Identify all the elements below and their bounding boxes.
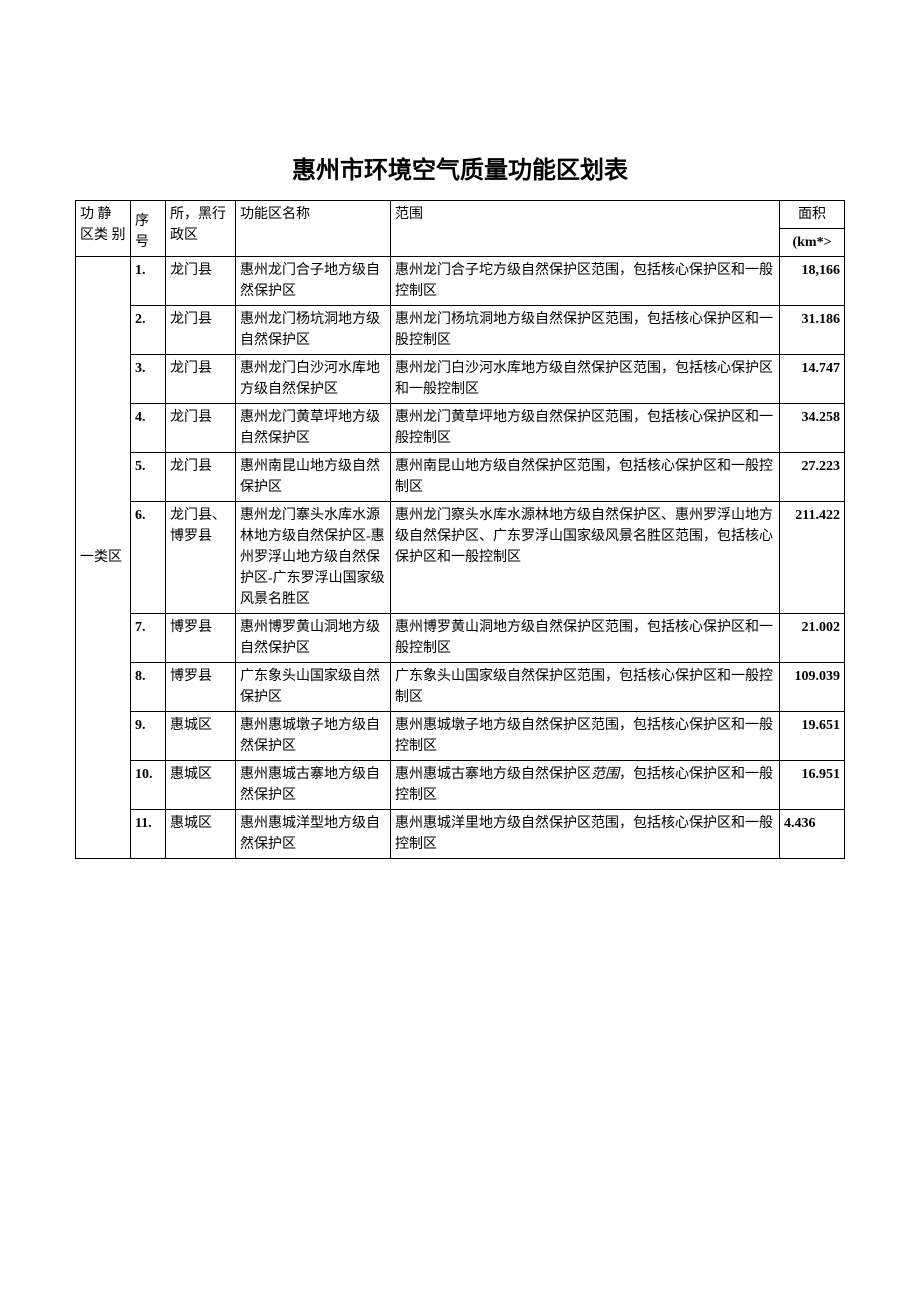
seq-cell: 4. bbox=[131, 404, 166, 453]
name-cell: 惠州南昆山地方级自然保护区 bbox=[236, 453, 391, 502]
district-cell: 龙门县 bbox=[166, 404, 236, 453]
district-cell: 惠城区 bbox=[166, 761, 236, 810]
scope-cell: 惠州南昆山地方级自然保护区范围，包括核心保护区和一般控制区 bbox=[391, 453, 780, 502]
district-cell: 龙门县、博罗县 bbox=[166, 502, 236, 614]
area-cell: 27.223 bbox=[780, 453, 845, 502]
header-area-unit: (km*> bbox=[780, 229, 845, 257]
area-cell: 19.651 bbox=[780, 712, 845, 761]
seq-cell: 6. bbox=[131, 502, 166, 614]
header-name: 功能区名称 bbox=[236, 201, 391, 257]
area-cell: 14.747 bbox=[780, 355, 845, 404]
seq-cell: 5. bbox=[131, 453, 166, 502]
area-cell: 31.186 bbox=[780, 306, 845, 355]
seq-cell: 7. bbox=[131, 614, 166, 663]
district-cell: 龙门县 bbox=[166, 355, 236, 404]
table-row: 3. 龙门县 惠州龙门白沙河水库地方级自然保护区 惠州龙门白沙河水库地方级自然保… bbox=[76, 355, 845, 404]
scope-text: 惠州惠城古寨地方级自然保护区 bbox=[395, 767, 591, 782]
scope-text-italic: 范围 bbox=[591, 767, 619, 782]
name-cell: 惠州惠城古寨地方级自然保护区 bbox=[236, 761, 391, 810]
district-cell: 惠城区 bbox=[166, 712, 236, 761]
name-cell: 广东象头山国家级自然保护区 bbox=[236, 663, 391, 712]
header-district: 所，黑行政区 bbox=[166, 201, 236, 257]
seq-cell: 2. bbox=[131, 306, 166, 355]
table-row: 6. 龙门县、博罗县 惠州龙门寨头水库水源林地方级自然保护区-惠州罗浮山地方级自… bbox=[76, 502, 845, 614]
area-cell: 16.951 bbox=[780, 761, 845, 810]
header-scope: 范围 bbox=[391, 201, 780, 257]
scope-cell: 惠州龙门合子坨方级自然保护区范围，包括核心保护区和一般控制区 bbox=[391, 257, 780, 306]
area-cell: 34.258 bbox=[780, 404, 845, 453]
table-row: 8. 博罗县 广东象头山国家级自然保护区 广东象头山国家级自然保护区范围，包括核… bbox=[76, 663, 845, 712]
name-cell: 惠州龙门白沙河水库地方级自然保护区 bbox=[236, 355, 391, 404]
table-row: 9. 惠城区 惠州惠城墩子地方级自然保护区 惠州惠城墩子地方级自然保护区范围，包… bbox=[76, 712, 845, 761]
name-cell: 惠州龙门合子地方级自然保护区 bbox=[236, 257, 391, 306]
district-cell: 龙门县 bbox=[166, 306, 236, 355]
header-area: 面积 bbox=[780, 201, 845, 229]
scope-cell: 惠州惠城洋里地方级自然保护区范围，包括核心保护区和一般控制区 bbox=[391, 810, 780, 859]
table-header-row: 功 静 区类 别 序号 所，黑行政区 功能区名称 范围 面积 bbox=[76, 201, 845, 229]
name-cell: 惠州惠城墩子地方级自然保护区 bbox=[236, 712, 391, 761]
district-cell: 龙门县 bbox=[166, 453, 236, 502]
area-cell: 211.422 bbox=[780, 502, 845, 614]
area-cell: 109.039 bbox=[780, 663, 845, 712]
table-row: 2. 龙门县 惠州龙门杨坑洞地方级自然保护区 惠州龙门杨坑洞地方级自然保护区范围… bbox=[76, 306, 845, 355]
header-category: 功 静 区类 别 bbox=[76, 201, 131, 257]
seq-cell: 8. bbox=[131, 663, 166, 712]
seq-cell: 3. bbox=[131, 355, 166, 404]
district-cell: 博罗县 bbox=[166, 614, 236, 663]
name-cell: 惠州博罗黄山洞地方级自然保护区 bbox=[236, 614, 391, 663]
table-row: 5. 龙门县 惠州南昆山地方级自然保护区 惠州南昆山地方级自然保护区范围，包括核… bbox=[76, 453, 845, 502]
table-row: 4. 龙门县 惠州龙门黄草坪地方级自然保护区 惠州龙门黄草坪地方级自然保护区范围… bbox=[76, 404, 845, 453]
district-cell: 博罗县 bbox=[166, 663, 236, 712]
district-cell: 惠城区 bbox=[166, 810, 236, 859]
area-cell: 21.002 bbox=[780, 614, 845, 663]
seq-cell: 10. bbox=[131, 761, 166, 810]
page-title: 惠州市环境空气质量功能区划表 bbox=[75, 150, 845, 185]
scope-cell: 惠州博罗黄山洞地方级自然保护区范围，包括核心保护区和一般控制区 bbox=[391, 614, 780, 663]
table-row: 10. 惠城区 惠州惠城古寨地方级自然保护区 惠州惠城古寨地方级自然保护区范围，… bbox=[76, 761, 845, 810]
name-cell: 惠州龙门黄草坪地方级自然保护区 bbox=[236, 404, 391, 453]
header-seq: 序号 bbox=[131, 201, 166, 257]
name-cell: 惠州龙门杨坑洞地方级自然保护区 bbox=[236, 306, 391, 355]
table-row: 11. 惠城区 惠州惠城洋型地方级自然保护区 惠州惠城洋里地方级自然保护区范围，… bbox=[76, 810, 845, 859]
seq-cell: 9. bbox=[131, 712, 166, 761]
scope-cell: 惠州龙门察头水库水源林地方级自然保护区、惠州罗浮山地方级自然保护区、广东罗浮山国… bbox=[391, 502, 780, 614]
area-cell: 4.436 bbox=[780, 810, 845, 859]
seq-cell: 1. bbox=[131, 257, 166, 306]
seq-cell: 11. bbox=[131, 810, 166, 859]
table-row: 一类区 1. 龙门县 惠州龙门合子地方级自然保护区 惠州龙门合子坨方级自然保护区… bbox=[76, 257, 845, 306]
district-cell: 龙门县 bbox=[166, 257, 236, 306]
scope-cell: 惠州龙门白沙河水库地方级自然保护区范围，包括核心保护区和一般控制区 bbox=[391, 355, 780, 404]
table-row: 7. 博罗县 惠州博罗黄山洞地方级自然保护区 惠州博罗黄山洞地方级自然保护区范围… bbox=[76, 614, 845, 663]
scope-cell: 惠州惠城古寨地方级自然保护区范围，包括核心保护区和一般控制区 bbox=[391, 761, 780, 810]
name-cell: 惠州惠城洋型地方级自然保护区 bbox=[236, 810, 391, 859]
scope-cell: 惠州龙门杨坑洞地方级自然保护区范围，包括核心保护区和一股控制区 bbox=[391, 306, 780, 355]
zoning-table: 功 静 区类 别 序号 所，黑行政区 功能区名称 范围 面积 (km*> 一类区… bbox=[75, 200, 845, 859]
name-cell: 惠州龙门寨头水库水源林地方级自然保护区-惠州罗浮山地方级自然保护区-广东罗浮山国… bbox=[236, 502, 391, 614]
category-cell: 一类区 bbox=[76, 257, 131, 859]
scope-cell: 广东象头山国家级自然保护区范围，包括核心保护区和一般控制区 bbox=[391, 663, 780, 712]
scope-cell: 惠州惠城墩子地方级自然保护区范围，包括核心保护区和一般控制区 bbox=[391, 712, 780, 761]
scope-cell: 惠州龙门黄草坪地方级自然保护区范围，包括核心保护区和一般控制区 bbox=[391, 404, 780, 453]
area-cell: 18,166 bbox=[780, 257, 845, 306]
